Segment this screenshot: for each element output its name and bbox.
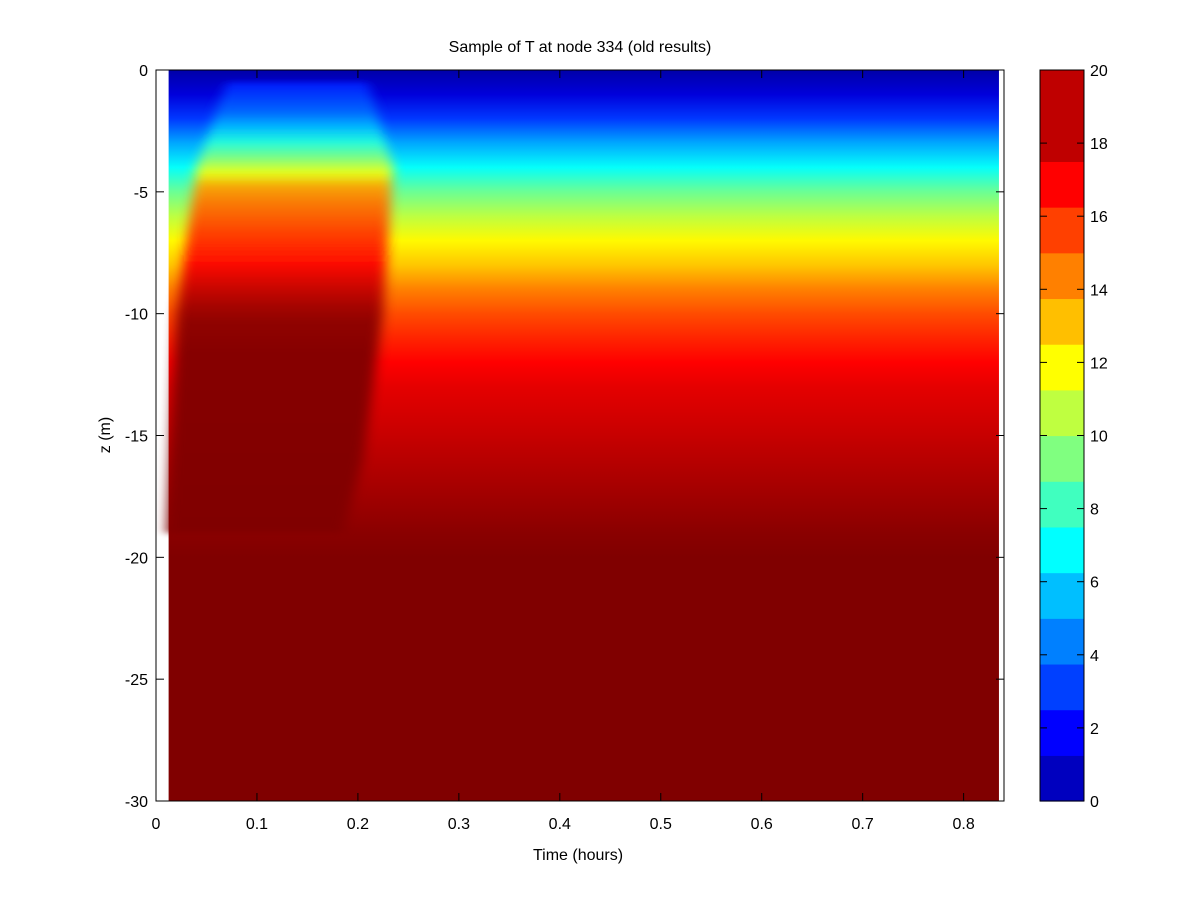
colorbar-tick-label: 20 [1090, 63, 1108, 80]
colorbar-tick-label: 2 [1090, 721, 1099, 738]
x-tick-label: 0.2 [347, 816, 369, 833]
x-tick-label: 0.6 [751, 816, 773, 833]
colorbar-band [1040, 207, 1084, 254]
colorbar-band [1040, 252, 1084, 300]
colorbar-ticks: 0 2 4 6 8 10 12 14 16 18 20 [1040, 63, 1108, 811]
colorbar-tick-label: 18 [1090, 136, 1108, 153]
colorbar-band [1040, 161, 1084, 208]
x-tick-label: 0.4 [549, 816, 571, 833]
x-axis: 0 0.1 0.2 0.3 0.4 0.5 0.6 0.7 0.8 [152, 70, 975, 833]
chart-title: Sample of T at node 334 (old results) [449, 39, 712, 56]
y-axis-label: z (m) [97, 417, 114, 453]
colorbar-band [1040, 755, 1084, 802]
x-tick-label: 0.5 [650, 816, 672, 833]
colorbar-band [1040, 344, 1084, 391]
colorbar-band [1040, 389, 1084, 437]
y-tick-label: -30 [125, 794, 148, 811]
colorbar-band [1040, 481, 1084, 528]
y-tick-label: -20 [125, 550, 148, 567]
colorbar-tick-label: 16 [1090, 209, 1108, 226]
colorbar-tick-label: 4 [1090, 648, 1099, 665]
x-axis-label: Time (hours) [533, 847, 623, 864]
y-tick-label: -5 [134, 185, 148, 202]
heatmap-layer [166, 70, 999, 801]
colorbar-tick-label: 0 [1090, 794, 1099, 811]
plot-area: 0 0.1 0.2 0.3 0.4 0.5 0.6 0.7 0.8 0 -5 -10 -15 -20 -2… [97, 63, 1005, 864]
colorbar-bands [1040, 70, 1084, 802]
colorbar-band [1040, 663, 1084, 711]
x-tick-label: 0.1 [246, 816, 268, 833]
y-tick-label: 0 [139, 63, 148, 80]
colorbar: 0 2 4 6 8 10 12 14 16 18 20 [1039, 63, 1108, 811]
colorbar-band [1040, 115, 1084, 162]
colorbar-tick-label: 6 [1090, 575, 1099, 592]
y-axis: 0 -5 -10 -15 -20 -25 -30 [125, 63, 1004, 811]
colorbar-band [1040, 526, 1084, 574]
colorbar-band [1040, 435, 1084, 482]
x-tick-label: 0.7 [852, 816, 874, 833]
colorbar-band [1040, 618, 1084, 665]
colorbar-tick-label: 10 [1090, 429, 1108, 446]
colorbar-tick-label: 8 [1090, 502, 1099, 519]
colorbar-tick-label: 14 [1090, 282, 1108, 299]
colorbar-band [1040, 298, 1084, 345]
colorbar-band [1040, 572, 1084, 619]
x-tick-label: 0.8 [952, 816, 974, 833]
colorbar-band [1040, 709, 1084, 756]
colorbar-band [1040, 70, 1084, 117]
y-tick-label: -15 [125, 429, 148, 446]
y-tick-label: -10 [125, 307, 148, 324]
colorbar-tick-label: 12 [1090, 355, 1108, 372]
heatmap-early-disturbance [166, 82, 393, 533]
x-tick-label: 0 [152, 816, 161, 833]
x-tick-label: 0.3 [448, 816, 470, 833]
y-tick-label: -25 [125, 672, 148, 689]
